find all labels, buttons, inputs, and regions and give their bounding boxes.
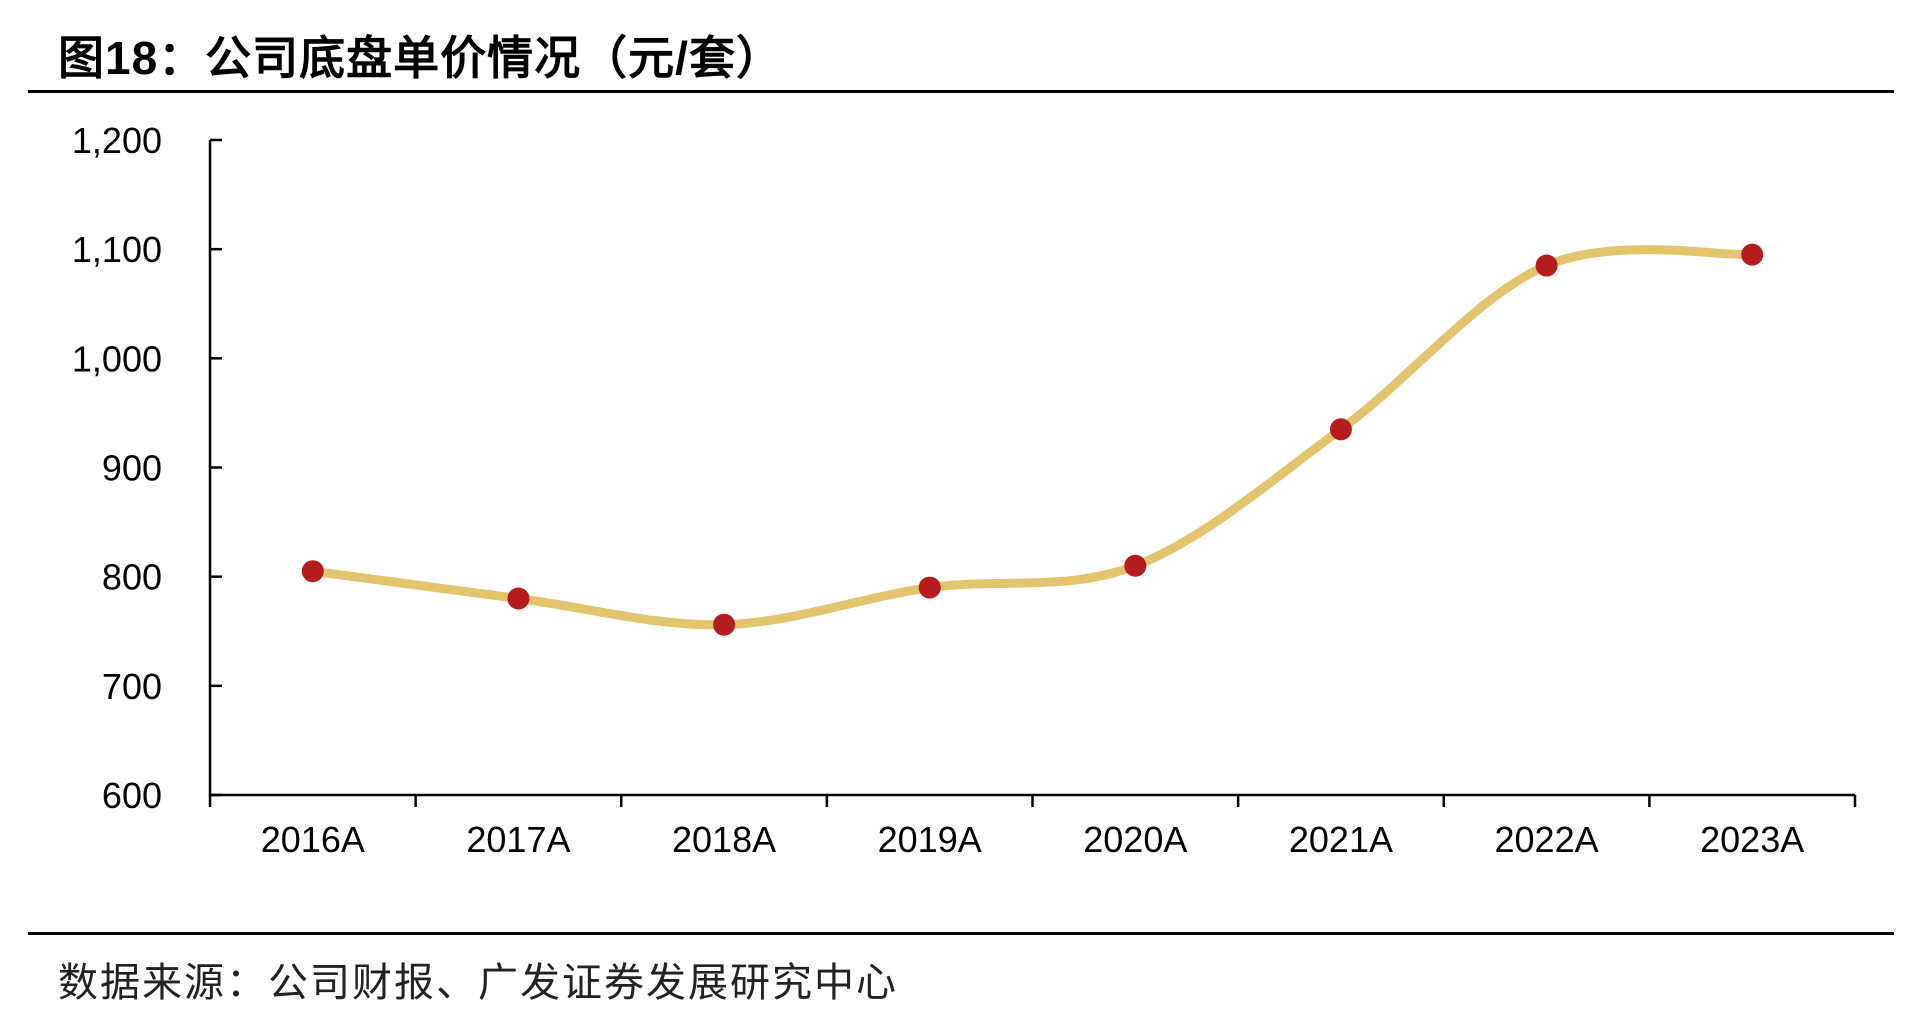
data-point-2021A (1329, 418, 1352, 441)
y-axis-ticks: 600 700 800 900 1,000 1,100 1,200 (72, 120, 222, 816)
data-point-2023A (1741, 243, 1764, 266)
x-tick-label: 2020A (1083, 819, 1187, 860)
data-point-2022A (1535, 254, 1558, 277)
x-tick-label: 2016A (261, 819, 365, 860)
chart-title: 图18：公司底盘单价情况（元/套） (58, 32, 783, 84)
footer-divider (28, 932, 1894, 935)
y-tick-label: 800 (102, 557, 162, 598)
x-tick-label: 2023A (1700, 819, 1804, 860)
data-point-2017A (507, 587, 530, 610)
x-tick-label: 2021A (1289, 819, 1393, 860)
x-tick-label: 2019A (878, 819, 982, 860)
x-tick-label: 2018A (672, 819, 776, 860)
y-tick-label: 900 (102, 448, 162, 489)
data-point-2020A (1124, 554, 1147, 577)
data-point-2019A (918, 576, 941, 599)
x-tick-label: 2022A (1495, 819, 1599, 860)
y-tick-label: 700 (102, 666, 162, 707)
series-markers (301, 243, 1764, 636)
y-tick-label: 1,000 (72, 338, 162, 379)
x-tick-label: 2017A (466, 819, 570, 860)
data-point-2016A (301, 560, 324, 583)
x-axis-ticks: 2016A 2017A 2018A 2019A 2020A 2021A 2022A 2023A (208, 795, 1857, 860)
y-tick-label: 1,100 (72, 229, 162, 270)
y-tick-label: 1,200 (72, 120, 162, 161)
data-source: 数据来源：公司财报、广发证券发展研究中心 (58, 961, 898, 1005)
data-point-2018A (713, 613, 736, 636)
axes (208, 140, 1855, 797)
series-line (308, 245, 1757, 630)
y-tick-label: 600 (102, 775, 162, 816)
title-divider (28, 90, 1894, 93)
